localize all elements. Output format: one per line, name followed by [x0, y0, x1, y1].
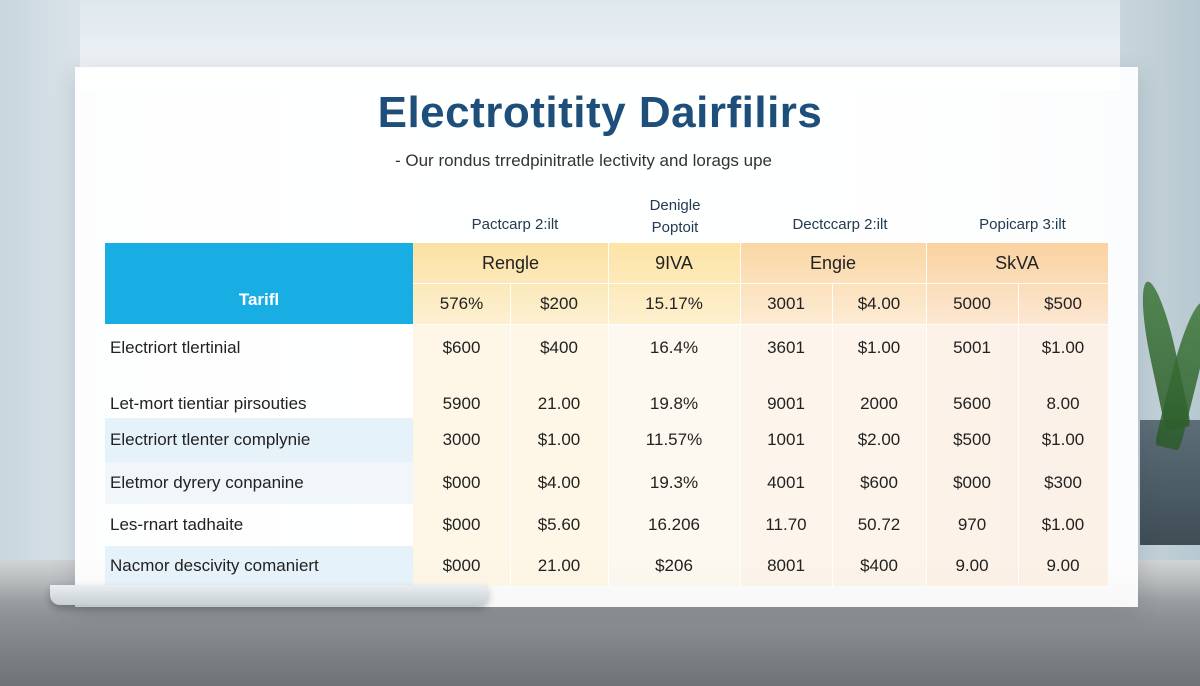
column-header: Pactcarp 2:ilt	[471, 216, 559, 233]
table-cell: $400	[540, 338, 578, 357]
table-cell: 11.57%	[645, 430, 703, 449]
table-cell: 1001	[767, 430, 805, 449]
header-value-cell: 576%	[439, 294, 484, 313]
header-value-cell: $200	[540, 294, 578, 313]
grid-line	[510, 283, 511, 586]
table-cell: 16.4%	[649, 338, 699, 357]
group-header-9iva: 9IVA	[655, 252, 693, 273]
table-cell: 9.00	[1046, 556, 1080, 575]
grid-line	[926, 243, 927, 586]
table-cell: $600	[442, 338, 481, 357]
table-cell: $206	[655, 556, 693, 575]
table-cell: $000	[953, 473, 991, 492]
table-cell: 19.8%	[649, 394, 699, 413]
table-cell: 50.72	[857, 515, 901, 534]
row-label: Nacmor descivity comaniert	[110, 556, 319, 575]
header-value-cell: $500	[1044, 294, 1082, 313]
tarif-header-label: Tarifl	[238, 290, 280, 309]
row-highlight	[105, 418, 413, 462]
table-cell: $4.00	[537, 473, 581, 492]
table-cell: 5900	[442, 394, 481, 413]
table-cell: $500	[953, 430, 991, 449]
table-cell: 3000	[442, 430, 481, 449]
table-cell: $600	[860, 473, 898, 492]
header-value-cell: 15.17%	[645, 294, 703, 313]
table-cell: $000	[442, 515, 481, 534]
table-cell: $000	[442, 556, 481, 575]
table-cell: 16.206	[648, 515, 700, 534]
body-fill-engie	[740, 324, 926, 586]
table-cell: 4001	[767, 473, 805, 492]
header-value-cell: 3001	[767, 294, 805, 313]
table-cell: 9001	[767, 394, 805, 413]
table-cell: 5600	[953, 394, 991, 413]
table-cell: $1.00	[1041, 430, 1085, 449]
header-value-cell: $4.00	[857, 294, 901, 313]
laptop-edge	[50, 585, 488, 605]
column-header: Dectccarp 2:ilt	[792, 216, 888, 233]
table-cell: 21.00	[537, 556, 581, 575]
table-cell: 5001	[953, 338, 991, 357]
table-cell: $5.60	[537, 515, 581, 534]
column-header: Popicarp 3:ilt	[979, 216, 1066, 233]
table-cell: $2.00	[857, 430, 901, 449]
table-cell: 3601	[767, 338, 805, 357]
row-label: Les-rnart tadhaite	[110, 515, 244, 534]
body-fill-skva	[926, 324, 1108, 586]
table-cell: 11.70	[765, 515, 807, 534]
table-cell: $1.00	[1041, 338, 1085, 357]
body-fill-9iva	[608, 324, 740, 586]
table-cell: $400	[860, 556, 898, 575]
column-header: Denigle Poptoit	[649, 197, 701, 236]
row-highlight	[105, 546, 413, 586]
table-cell: $300	[1044, 473, 1082, 492]
grid-line	[413, 324, 1108, 325]
row-label: Let-mort tientiar pirsouties	[110, 394, 307, 413]
table-cell: $1.00	[857, 338, 901, 357]
grid-line	[413, 283, 1108, 284]
row-label: Eletmor dyrery conpanine	[110, 473, 304, 492]
grid-line	[1018, 283, 1019, 586]
group-header-engie: Engie	[809, 252, 857, 273]
table-cell: 2000	[860, 394, 898, 413]
grid-line	[608, 243, 609, 586]
page-title: Electrotitity Dairfilirs	[377, 88, 823, 137]
table-cell: $000	[442, 473, 481, 492]
table-cell: 8001	[767, 556, 805, 575]
grid-line	[832, 283, 833, 586]
group-header-skva: SkVA	[995, 252, 1039, 273]
page-subtitle: - Our rondus trredpinitratle lectivity a…	[395, 151, 773, 170]
grid-line	[740, 243, 741, 586]
table-cell: 970	[957, 515, 987, 534]
table-cell: 8.00	[1046, 394, 1080, 413]
row-label: Electriort tlenter complynie	[110, 430, 311, 449]
row-label: Electriort tlertinial	[110, 338, 241, 357]
table-cell: 9.00	[955, 556, 989, 575]
group-header-rengle: Rengle	[481, 252, 540, 273]
row-highlight	[105, 462, 413, 504]
table-cell: 21.00	[537, 394, 581, 413]
table-cell: $1.00	[537, 430, 581, 449]
header-value-cell: 5000	[953, 294, 991, 313]
table-cell: 19.3%	[649, 473, 699, 492]
tarif-header-box	[105, 243, 413, 324]
table-cell: $1.00	[1041, 515, 1085, 534]
